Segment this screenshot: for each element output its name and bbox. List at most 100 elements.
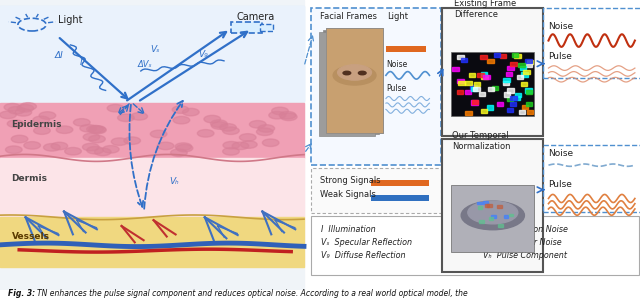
Circle shape: [83, 133, 100, 141]
Bar: [523, 70, 529, 74]
FancyBboxPatch shape: [311, 8, 441, 165]
Bar: [488, 87, 494, 91]
Bar: [504, 215, 508, 218]
Circle shape: [257, 128, 273, 135]
Bar: [473, 87, 479, 91]
Bar: [515, 93, 521, 97]
FancyBboxPatch shape: [260, 24, 273, 31]
Text: Epidermis: Epidermis: [12, 120, 62, 130]
Bar: [481, 72, 488, 76]
Circle shape: [12, 135, 28, 143]
Bar: [468, 73, 475, 77]
Bar: [510, 96, 516, 100]
Circle shape: [56, 126, 73, 134]
Text: ΔI: ΔI: [54, 51, 63, 60]
Bar: [527, 110, 533, 114]
Circle shape: [74, 119, 90, 126]
Circle shape: [88, 135, 105, 143]
Bar: [525, 90, 532, 94]
Text: Weak Signals: Weak Signals: [320, 190, 376, 199]
Bar: [521, 82, 527, 86]
Bar: [0, 103, 304, 158]
Bar: [527, 59, 533, 63]
Bar: [0, 6, 304, 101]
Circle shape: [0, 111, 17, 119]
Circle shape: [15, 109, 31, 116]
Circle shape: [8, 106, 25, 114]
Circle shape: [220, 124, 236, 131]
Circle shape: [4, 103, 20, 111]
Text: Pulse: Pulse: [548, 52, 572, 60]
Bar: [510, 102, 516, 106]
Text: V₉  Diffuse Reflection: V₉ Diffuse Reflection: [321, 251, 406, 260]
Text: ΔVₛ: ΔVₛ: [138, 60, 152, 69]
Bar: [525, 63, 532, 67]
Bar: [516, 75, 523, 79]
Circle shape: [118, 114, 134, 122]
Circle shape: [34, 127, 51, 135]
Bar: [520, 66, 527, 70]
Bar: [481, 75, 488, 79]
Circle shape: [24, 142, 40, 149]
Bar: [508, 66, 514, 70]
Circle shape: [258, 125, 275, 132]
Text: V₉: V₉: [198, 49, 208, 59]
Text: Vₕ  Pulse Component: Vₕ Pulse Component: [483, 251, 567, 260]
Text: Noise: Noise: [386, 60, 407, 69]
Circle shape: [239, 134, 256, 141]
Circle shape: [182, 108, 199, 116]
Bar: [483, 201, 488, 204]
Circle shape: [204, 115, 221, 123]
Circle shape: [83, 143, 99, 151]
Text: Dermis: Dermis: [12, 174, 47, 183]
Circle shape: [80, 124, 97, 132]
Bar: [492, 86, 499, 90]
Circle shape: [157, 142, 174, 150]
FancyBboxPatch shape: [442, 8, 543, 136]
Bar: [504, 92, 510, 96]
Bar: [515, 54, 521, 58]
Circle shape: [44, 144, 60, 151]
Circle shape: [176, 144, 193, 152]
Bar: [458, 55, 464, 59]
Bar: [461, 58, 467, 62]
Bar: [478, 206, 483, 209]
Bar: [503, 81, 509, 85]
Bar: [510, 62, 516, 66]
FancyBboxPatch shape: [311, 168, 441, 213]
Circle shape: [107, 104, 124, 112]
Circle shape: [223, 148, 239, 155]
Text: Vₕ: Vₕ: [170, 177, 179, 186]
Circle shape: [150, 130, 167, 138]
Bar: [451, 185, 534, 252]
Circle shape: [6, 146, 22, 153]
FancyBboxPatch shape: [442, 139, 543, 272]
Bar: [499, 224, 503, 227]
Bar: [452, 67, 459, 71]
Bar: [371, 195, 429, 201]
Circle shape: [197, 130, 214, 137]
Bar: [487, 106, 493, 109]
Bar: [479, 220, 484, 223]
Text: Light: Light: [387, 12, 408, 21]
Text: I: I: [80, 58, 83, 67]
Text: ΔI  Illumination Noise: ΔI Illumination Noise: [483, 225, 568, 234]
FancyBboxPatch shape: [231, 22, 262, 33]
Bar: [525, 59, 532, 63]
Bar: [0, 158, 304, 217]
Circle shape: [124, 137, 141, 145]
Bar: [519, 110, 525, 114]
Circle shape: [102, 145, 119, 153]
Bar: [526, 102, 532, 106]
Bar: [458, 81, 465, 85]
Circle shape: [280, 113, 297, 120]
FancyBboxPatch shape: [311, 216, 639, 275]
Circle shape: [33, 116, 49, 124]
Circle shape: [39, 112, 56, 119]
Bar: [489, 217, 493, 220]
Text: TN enhances the pulse signal component and reduces optical noise. According to a: TN enhances the pulse signal component a…: [37, 289, 468, 299]
Circle shape: [211, 122, 228, 129]
Bar: [457, 79, 463, 83]
Bar: [474, 82, 480, 86]
Text: Vₛ  Specular Reflection: Vₛ Specular Reflection: [321, 238, 412, 247]
